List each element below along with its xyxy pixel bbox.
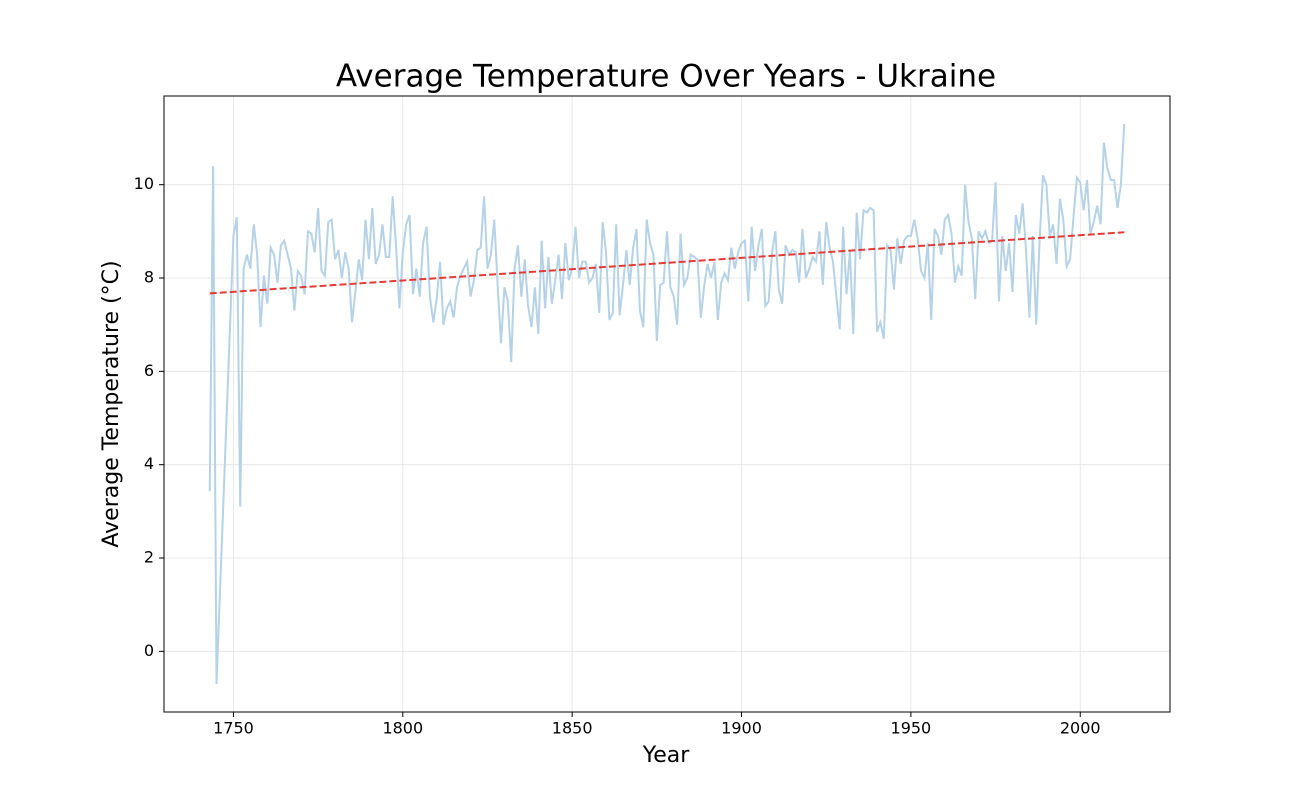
y-axis-label: Average Temperature (°C) [99,260,124,547]
x-tick-label: 1950 [891,719,932,738]
y-tick-label: 2 [144,548,154,567]
y-tick-label: 6 [144,361,154,380]
x-axis-label: Year [642,743,691,768]
x-tick-label: 1750 [213,719,254,738]
plot-frame [163,95,1171,713]
y-tick-label: 4 [144,454,154,473]
trend-line [209,231,1125,295]
x-tick-label: 1850 [552,719,593,738]
data-line [208,123,1126,685]
chart-title: Average Temperature Over Years - Ukraine [336,59,996,95]
x-tick-label: 1900 [721,719,762,738]
x-tick-label: 2000 [1060,719,1101,738]
y-tick-label: 10 [134,174,154,193]
y-tick-label: 8 [144,268,154,287]
y-tick-label: 0 [144,641,154,660]
x-tick-label: 1800 [382,719,423,738]
